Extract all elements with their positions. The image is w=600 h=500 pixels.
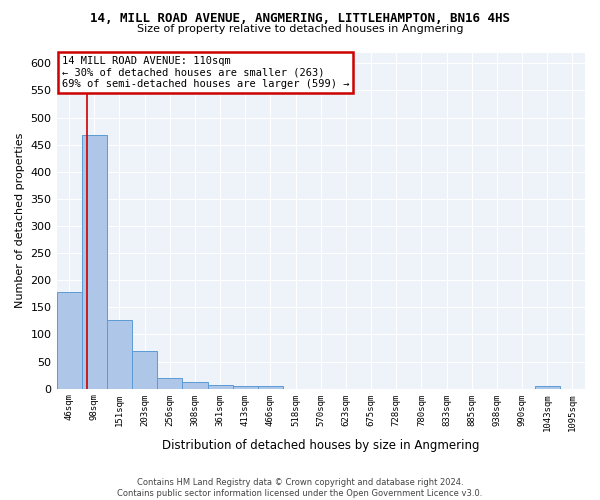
Text: 14 MILL ROAD AVENUE: 110sqm
← 30% of detached houses are smaller (263)
69% of se: 14 MILL ROAD AVENUE: 110sqm ← 30% of det… xyxy=(62,56,349,89)
Text: 14, MILL ROAD AVENUE, ANGMERING, LITTLEHAMPTON, BN16 4HS: 14, MILL ROAD AVENUE, ANGMERING, LITTLEH… xyxy=(90,12,510,24)
Y-axis label: Number of detached properties: Number of detached properties xyxy=(15,133,25,308)
Bar xyxy=(233,386,258,388)
Bar xyxy=(208,385,233,388)
Bar xyxy=(182,382,208,388)
X-axis label: Distribution of detached houses by size in Angmering: Distribution of detached houses by size … xyxy=(162,440,479,452)
Bar xyxy=(82,135,107,388)
Bar xyxy=(535,386,560,388)
Bar xyxy=(107,320,132,388)
Text: Contains HM Land Registry data © Crown copyright and database right 2024.
Contai: Contains HM Land Registry data © Crown c… xyxy=(118,478,482,498)
Bar xyxy=(56,292,82,388)
Bar xyxy=(157,378,182,388)
Bar xyxy=(132,350,157,389)
Bar xyxy=(258,386,283,388)
Text: Size of property relative to detached houses in Angmering: Size of property relative to detached ho… xyxy=(137,24,463,34)
